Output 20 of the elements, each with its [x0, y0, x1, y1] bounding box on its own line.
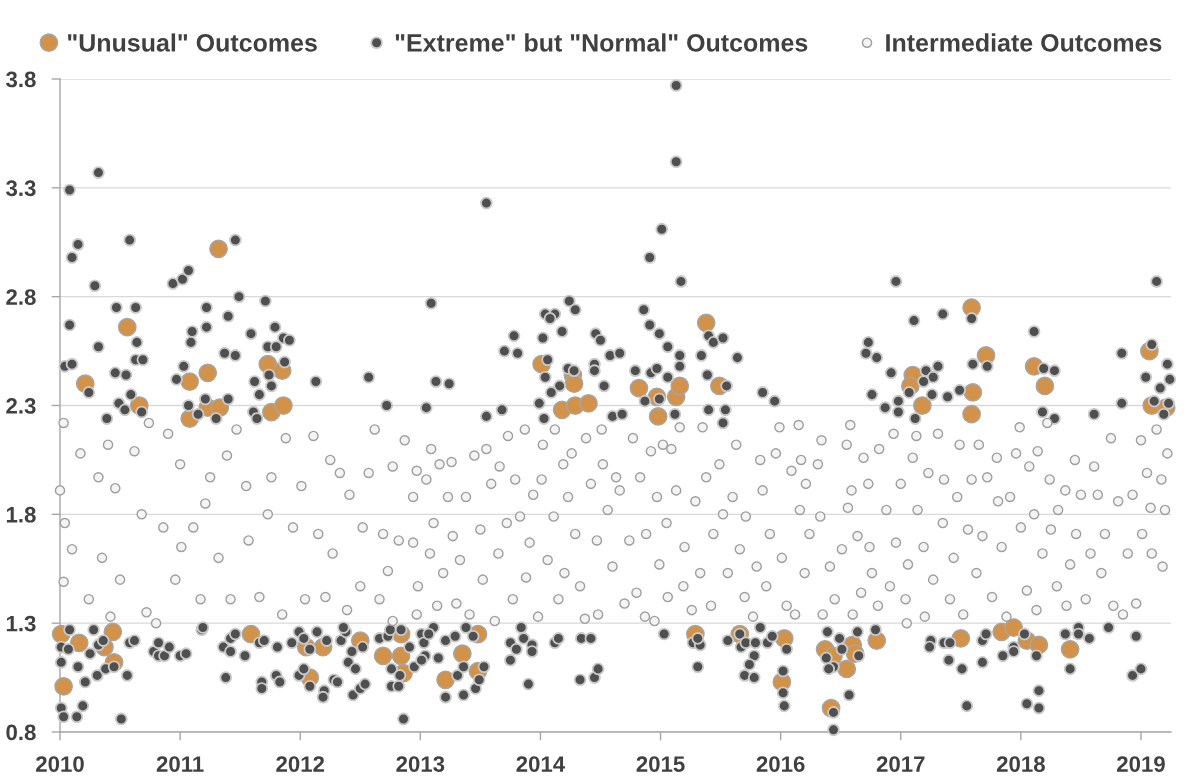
x-tick-label: 2011: [156, 756, 204, 772]
x-tick-label: 2015: [636, 756, 685, 772]
legend-label: Intermediate Outcomes: [886, 33, 1162, 52]
y-tick-label: 2.3: [6, 398, 36, 414]
legend-label: "Extreme" but "Normal" Outcomes: [395, 33, 808, 52]
y-tick-label: 2.8: [6, 289, 36, 305]
y-tick-label: 0.8: [6, 724, 36, 741]
x-tick-label: 2010: [36, 756, 84, 772]
x-tick-label: 2018: [996, 756, 1045, 772]
y-tick-label: 1.3: [6, 615, 36, 632]
x-tick-label: 2017: [876, 756, 925, 772]
y-tick-label: 3.8: [6, 71, 36, 88]
x-tick-label: 2019: [1117, 756, 1165, 772]
x-tick-label: 2013: [396, 756, 445, 772]
x-tick-label: 2016: [756, 756, 805, 772]
legend-label: "Unusual" Outcomes: [68, 33, 317, 52]
x-tick-label: 2014: [516, 756, 566, 772]
y-tick-label: 3.3: [6, 180, 36, 197]
x-tick-label: 2012: [276, 756, 325, 772]
y-tick-label: 1.8: [6, 506, 36, 523]
